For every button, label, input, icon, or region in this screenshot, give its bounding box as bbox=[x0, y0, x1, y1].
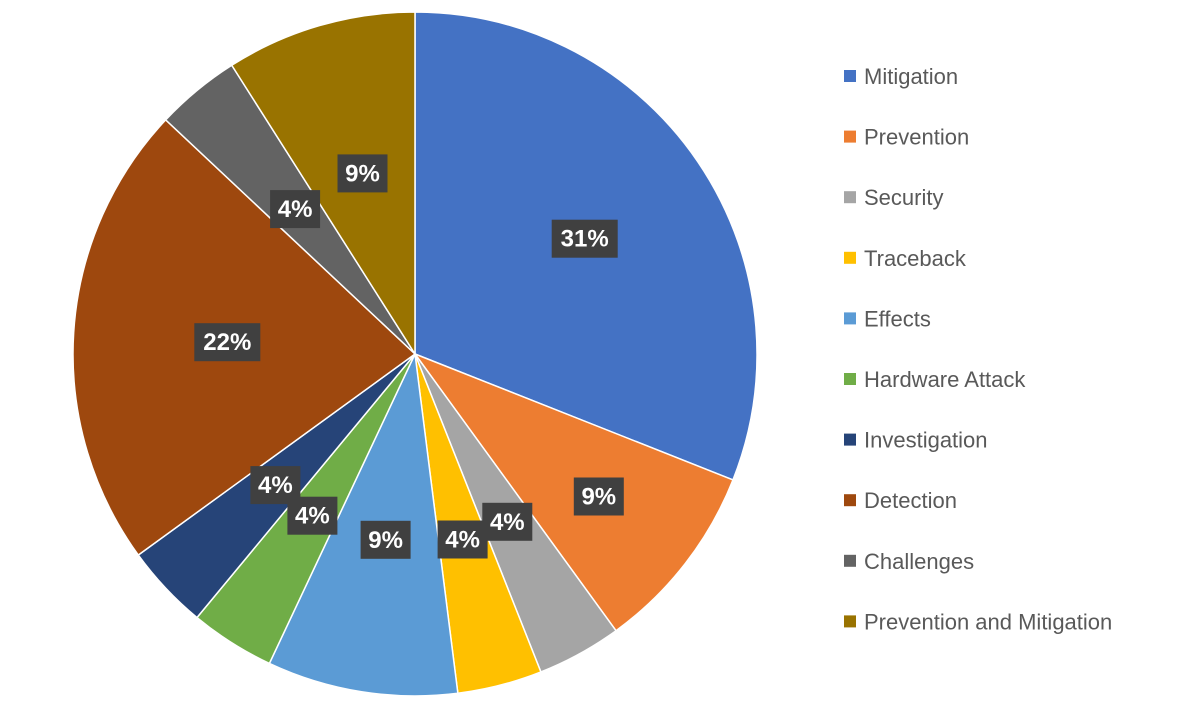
legend-item-prevention: Prevention bbox=[844, 125, 969, 150]
data-label-prevention-and-mitigation: 9% bbox=[337, 154, 388, 193]
legend-swatch bbox=[844, 373, 856, 385]
data-label-detection: 22% bbox=[194, 323, 261, 362]
legend-item-traceback: Traceback bbox=[844, 246, 967, 271]
legend-swatch bbox=[844, 433, 856, 446]
legend-item-prevention-and-mitigation: Prevention and Mitigation bbox=[844, 609, 1112, 634]
legend-item-mitigation: Mitigation bbox=[844, 64, 958, 89]
data-label-box bbox=[551, 219, 618, 258]
data-label-investigation: 4% bbox=[250, 466, 301, 505]
data-label-challenges: 4% bbox=[270, 190, 321, 229]
legend-label: Hardware Attack bbox=[864, 367, 1026, 392]
data-label-text: 4% bbox=[258, 472, 293, 499]
legend-label: Effects bbox=[864, 306, 931, 331]
legend-label: Security bbox=[864, 185, 943, 210]
legend-item-effects: Effects bbox=[844, 306, 931, 331]
legend-label: Detection bbox=[864, 488, 957, 513]
legend-item-security: Security bbox=[844, 185, 943, 210]
legend-item-challenges: Challenges bbox=[844, 549, 974, 574]
chart-legend: Mitigation Prevention Security Traceback Eff… bbox=[844, 64, 1112, 634]
data-label-prevention: 9% bbox=[573, 477, 624, 516]
data-label-text: 31% bbox=[561, 226, 609, 253]
data-label-box bbox=[337, 154, 388, 193]
legend-swatch bbox=[844, 70, 856, 82]
data-label-text: 9% bbox=[368, 527, 403, 554]
data-label-text: 9% bbox=[345, 160, 380, 187]
data-label-text: 4% bbox=[295, 503, 330, 530]
data-label-box bbox=[360, 520, 411, 559]
pie-slice-prevention-and-mitigation bbox=[230, 11, 416, 357]
data-label-mitigation: 31% bbox=[551, 219, 618, 258]
data-label-box bbox=[573, 477, 624, 516]
legend-item-detection: Detection bbox=[844, 488, 957, 513]
data-label-text: 22% bbox=[203, 329, 251, 356]
data-label-traceback: 4% bbox=[437, 520, 488, 559]
data-label-box bbox=[482, 502, 533, 541]
legend-swatch bbox=[844, 615, 856, 628]
data-label-text: 4% bbox=[445, 527, 480, 554]
data-label-box bbox=[270, 190, 321, 229]
data-label-box bbox=[437, 520, 488, 559]
legend-swatch bbox=[844, 554, 856, 567]
data-label-box bbox=[194, 323, 261, 362]
legend-label: Prevention and Mitigation bbox=[864, 609, 1112, 634]
data-label-security: 4% bbox=[482, 502, 533, 541]
legend-label: Traceback bbox=[864, 246, 967, 271]
data-label-text: 9% bbox=[581, 484, 616, 511]
legend-label: Prevention bbox=[864, 125, 969, 150]
legend-label: Challenges bbox=[864, 549, 974, 574]
legend-swatch bbox=[844, 312, 856, 325]
legend-swatch bbox=[844, 130, 856, 143]
legend-item-hardware-attack: Hardware Attack bbox=[844, 367, 1026, 392]
data-label-text: 4% bbox=[278, 196, 313, 223]
legend-swatch bbox=[844, 251, 856, 264]
legend-label: Investigation bbox=[864, 428, 988, 453]
pie-slices bbox=[72, 11, 758, 697]
pie-data-labels: 31%9%4%4%9%4%4%22%4%9% bbox=[194, 154, 624, 559]
legend-item-investigation: Investigation bbox=[844, 428, 988, 453]
legend-swatch bbox=[844, 191, 856, 204]
legend-swatch bbox=[844, 494, 856, 507]
data-label-box bbox=[250, 466, 301, 505]
data-label-hardware-attack: 4% bbox=[287, 496, 338, 535]
data-label-text: 4% bbox=[490, 509, 525, 536]
data-label-effects: 9% bbox=[360, 520, 411, 559]
legend-label: Mitigation bbox=[864, 64, 958, 89]
